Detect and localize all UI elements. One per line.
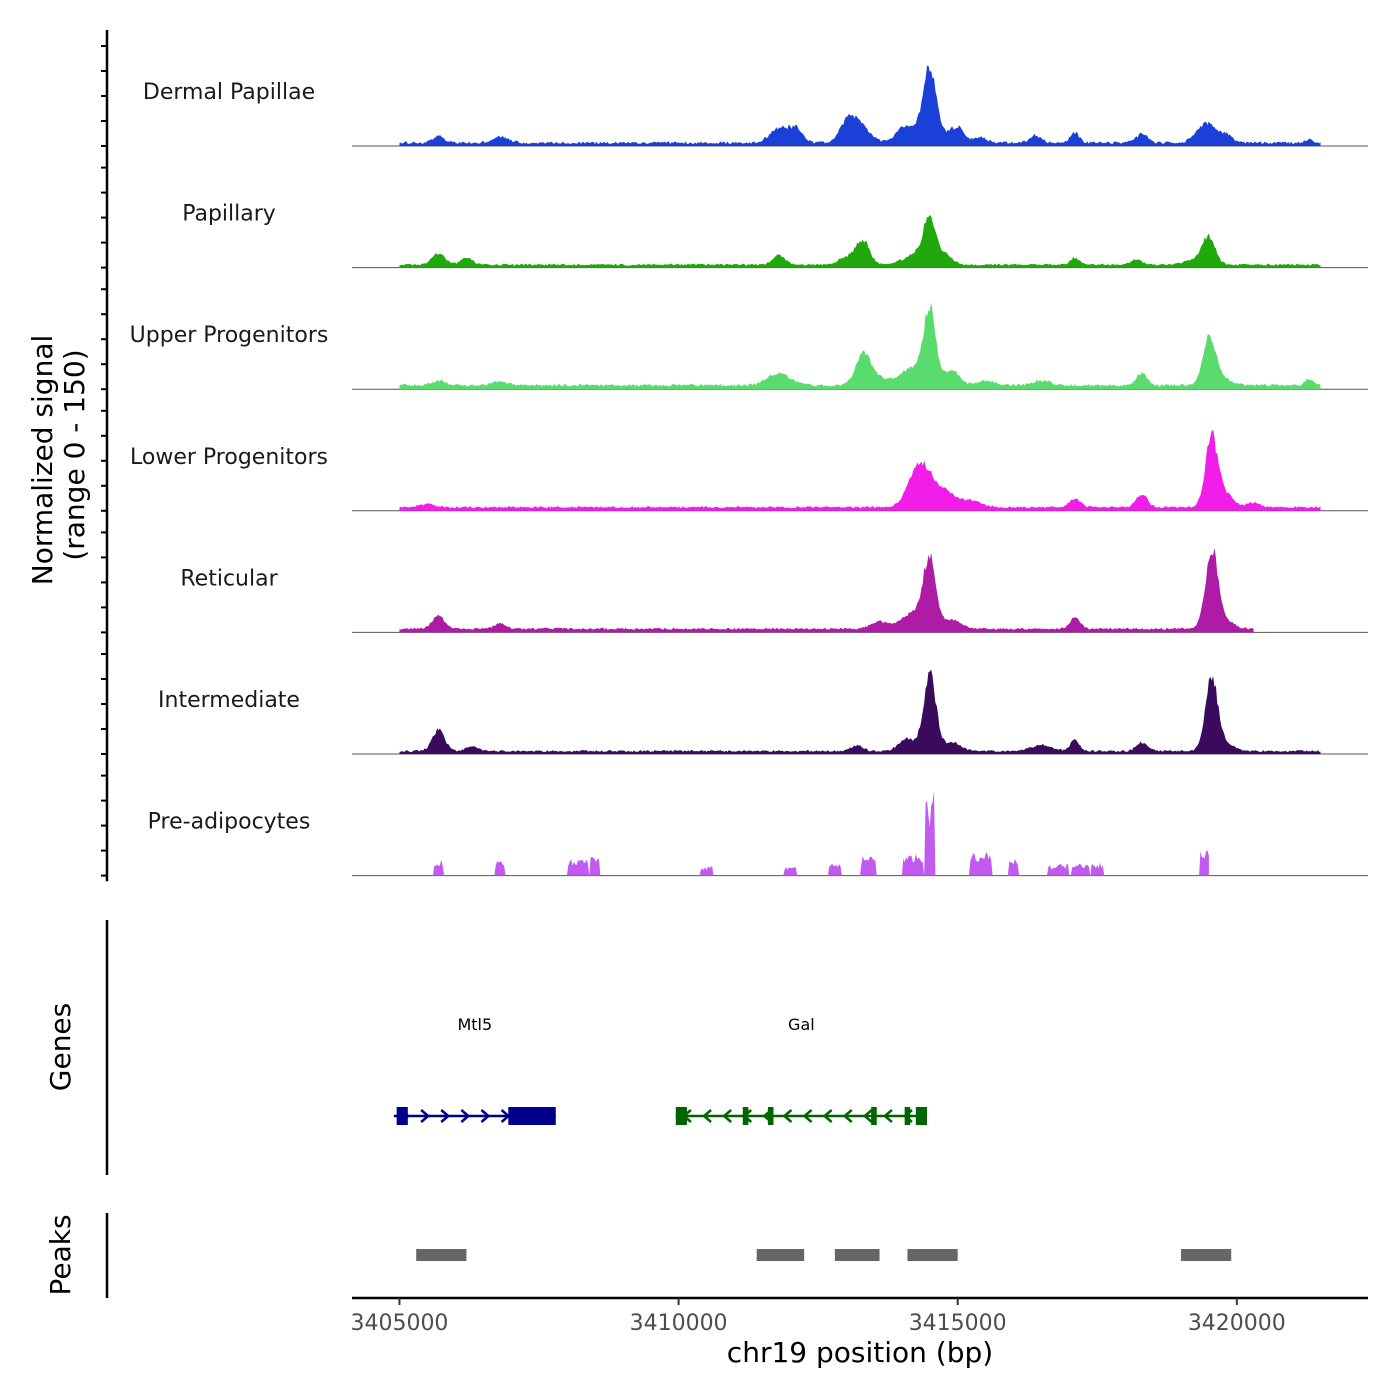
gene-exon — [767, 1107, 774, 1125]
strand-arrow — [440, 1109, 451, 1123]
gene-model: Mtl5 — [393, 1015, 556, 1125]
strand-arrow — [882, 1109, 893, 1123]
track-label: Reticular — [180, 566, 278, 591]
strand-arrow — [822, 1109, 833, 1123]
strand-arrow — [722, 1109, 732, 1123]
coverage-track: Pre-adipocytes — [148, 790, 1368, 877]
gene-model: Gal — [675, 1015, 927, 1125]
genes-y-axis-label: Genes — [44, 1003, 77, 1091]
coverage-track: Upper Progenitors — [130, 302, 1368, 390]
gene-exon — [396, 1107, 408, 1125]
x-tick-label: 3405000 — [350, 1311, 448, 1336]
strand-arrow — [782, 1109, 793, 1123]
signal-area — [399, 65, 1321, 146]
gene-annotation-track: Mtl5 Gal — [393, 1015, 927, 1125]
track-label: Papillary — [182, 202, 276, 227]
peaks-track — [416, 1249, 1232, 1261]
signal-y-axis — [101, 30, 109, 882]
signal-area — [399, 302, 1321, 390]
track-label: Pre-adipocytes — [148, 810, 311, 835]
x-axis-label: chr19 position (bp) — [727, 1336, 993, 1369]
coverage-track: Intermediate — [158, 669, 1368, 755]
strand-arrow — [480, 1109, 491, 1123]
track-label: Upper Progenitors — [130, 323, 329, 348]
x-axis: 3405000 3410000 3415000 3420000 — [350, 1298, 1286, 1336]
x-tick-label: 3415000 — [909, 1311, 1007, 1336]
gene-exon — [508, 1107, 556, 1125]
strand-arrow — [420, 1109, 431, 1123]
gene-label: Mtl5 — [457, 1015, 492, 1034]
signal-y-axis-label-line2: (range 0 - 150) — [58, 349, 91, 560]
gene-exon — [871, 1107, 877, 1125]
peak-region — [416, 1249, 467, 1261]
signal-area — [399, 548, 1254, 633]
gene-label: Gal — [788, 1015, 815, 1034]
coverage-tracks: Dermal Papillae Papillary Upper Progenitor… — [130, 65, 1368, 877]
peak-region — [1180, 1249, 1232, 1261]
peaks-y-axis-label: Peaks — [44, 1214, 77, 1295]
track-label: Lower Progenitors — [130, 445, 328, 470]
strand-arrow — [802, 1109, 813, 1123]
gene-exon — [915, 1107, 927, 1125]
signal-area — [399, 669, 1321, 754]
x-tick-label: 3410000 — [630, 1311, 728, 1336]
strand-arrow — [460, 1109, 471, 1123]
gene-exon — [675, 1107, 687, 1125]
coverage-track: Papillary — [182, 202, 1368, 269]
peak-region — [907, 1249, 958, 1261]
strand-arrow — [862, 1109, 873, 1123]
signal-area — [399, 429, 1321, 511]
signal-area — [410, 790, 1209, 876]
coverage-track: Lower Progenitors — [130, 429, 1368, 512]
gene-exon — [904, 1107, 911, 1125]
coverage-track: Reticular — [180, 548, 1368, 633]
x-tick-label: 3420000 — [1188, 1311, 1286, 1336]
strand-arrow — [842, 1109, 853, 1123]
signal-y-axis-label-line1: Normalized signal — [26, 335, 59, 586]
peak-region — [756, 1249, 805, 1261]
gene-exon — [742, 1107, 749, 1125]
peak-region — [834, 1249, 880, 1261]
coverage-track: Dermal Papillae — [143, 65, 1368, 147]
signal-area — [399, 215, 1321, 268]
strand-arrow — [702, 1109, 712, 1123]
track-label: Dermal Papillae — [143, 80, 315, 105]
track-label: Intermediate — [158, 688, 300, 713]
